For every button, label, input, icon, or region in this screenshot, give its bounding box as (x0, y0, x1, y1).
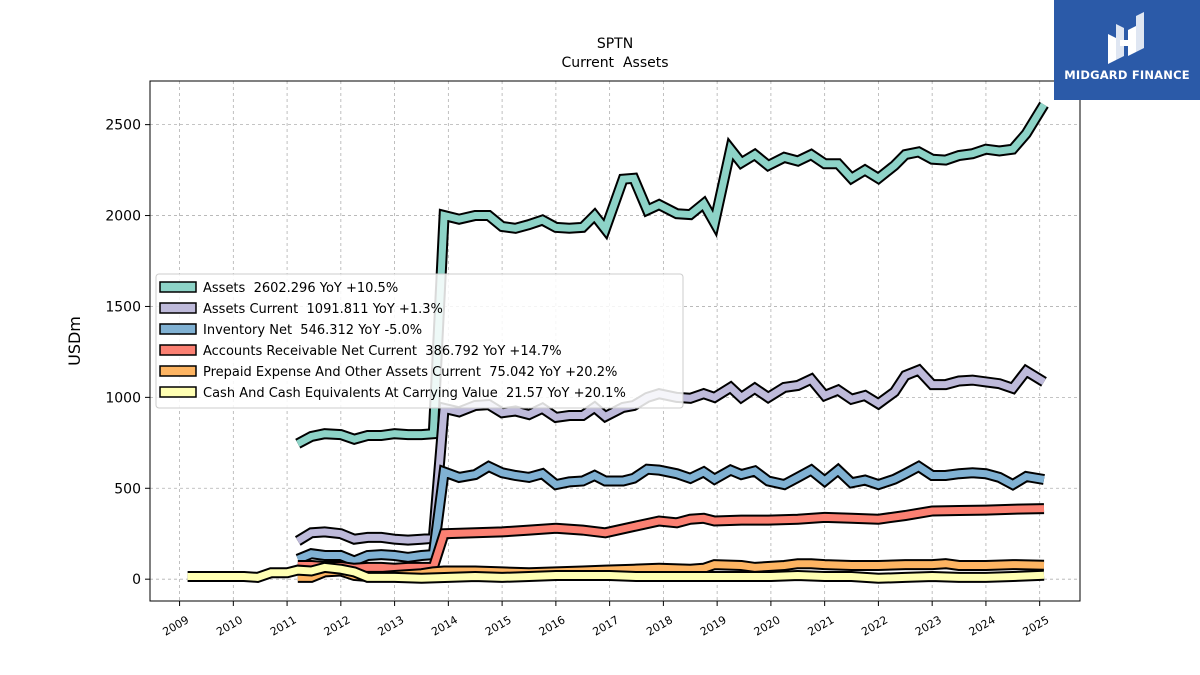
series-0 (295, 101, 1049, 449)
y-tick-label: 2500 (105, 118, 141, 134)
legend-label: Assets Current 1091.811 YoY +1.3% (203, 302, 443, 317)
y-axis-label: USDm (65, 316, 84, 366)
x-tick-label: 2020 (752, 613, 783, 638)
series-line (297, 505, 1045, 572)
legend: Assets 2602.296 YoY +10.5% Assets Current… (155, 273, 684, 409)
x-tick-label: 2012 (322, 613, 353, 638)
legend-label: Prepaid Expense And Other Assets Current… (203, 365, 617, 380)
legend-label: Cash And Cash Equivalents At Carrying Va… (203, 386, 626, 401)
x-tick-label: 2019 (698, 613, 729, 638)
x-tick-label: 2024 (967, 613, 998, 638)
legend-label: Assets 2602.296 YoY +10.5% (203, 281, 398, 296)
legend-item: Prepaid Expense And Other Assets Current… (159, 365, 617, 380)
y-tick-label: 1000 (105, 390, 141, 406)
x-tick-label: 2018 (644, 613, 675, 638)
x-tick-label: 2023 (913, 613, 944, 638)
legend-item: Assets Current 1091.811 YoY +1.3% (159, 302, 443, 317)
x-tick-label: 2016 (537, 613, 568, 638)
x-tick-label: 2011 (268, 613, 299, 638)
x-tick-label: 2017 (590, 613, 621, 638)
legend-swatch (159, 302, 197, 314)
legend-swatch (159, 386, 197, 398)
legend-label: Accounts Receivable Net Current 386.792 … (203, 344, 562, 359)
logo-text: MIDGARD FINANCE (1064, 68, 1190, 82)
chart-title: SPTN (597, 36, 633, 52)
y-tick-label: 500 (114, 481, 141, 497)
series-2 (295, 460, 1045, 567)
legend-item: Assets 2602.296 YoY +10.5% (159, 281, 398, 296)
y-tick-label: 2000 (105, 209, 141, 225)
legend-label: Inventory Net 546.312 YoY -5.0% (203, 323, 422, 338)
y-tick-label: 1500 (105, 299, 141, 315)
x-tick-label: 2015 (483, 613, 514, 638)
legend-swatch (159, 323, 197, 335)
x-tick-label: 2022 (859, 613, 890, 638)
legend-item: Inventory Net 546.312 YoY -5.0% (159, 323, 422, 338)
chart-subtitle: Current Assets (561, 55, 668, 71)
x-tick-label: 2009 (160, 613, 191, 638)
series-line (187, 563, 1045, 582)
legend-item: Accounts Receivable Net Current 386.792 … (159, 344, 562, 359)
midgard-finance-logo: MIDGARD FINANCE (1054, 0, 1200, 100)
midgard-logo-icon (1108, 12, 1144, 64)
legend-swatch (159, 281, 197, 293)
x-tick-label: 2010 (214, 613, 245, 638)
series-3 (297, 503, 1045, 574)
series-line (296, 462, 1045, 565)
x-tick-label: 2013 (375, 613, 406, 638)
series-line (296, 102, 1047, 447)
plot-frame (149, 80, 1081, 602)
legend-box (155, 273, 684, 409)
series-5 (187, 561, 1045, 584)
y-tick-label: 0 (132, 572, 141, 588)
x-tick-label: 2021 (806, 613, 837, 638)
legend-item: Cash And Cash Equivalents At Carrying Va… (159, 386, 626, 401)
y-axis: 0 500 1000 1500 2000 2500 (105, 118, 150, 588)
x-tick-label: 2014 (429, 613, 460, 638)
legend-swatch (159, 344, 197, 356)
x-axis: 2009 2010 2011 2012 2013 2014 2015 2016 2017 2018… (160, 601, 1051, 639)
legend-swatch (159, 365, 197, 377)
x-tick-label: 2025 (1021, 613, 1052, 638)
